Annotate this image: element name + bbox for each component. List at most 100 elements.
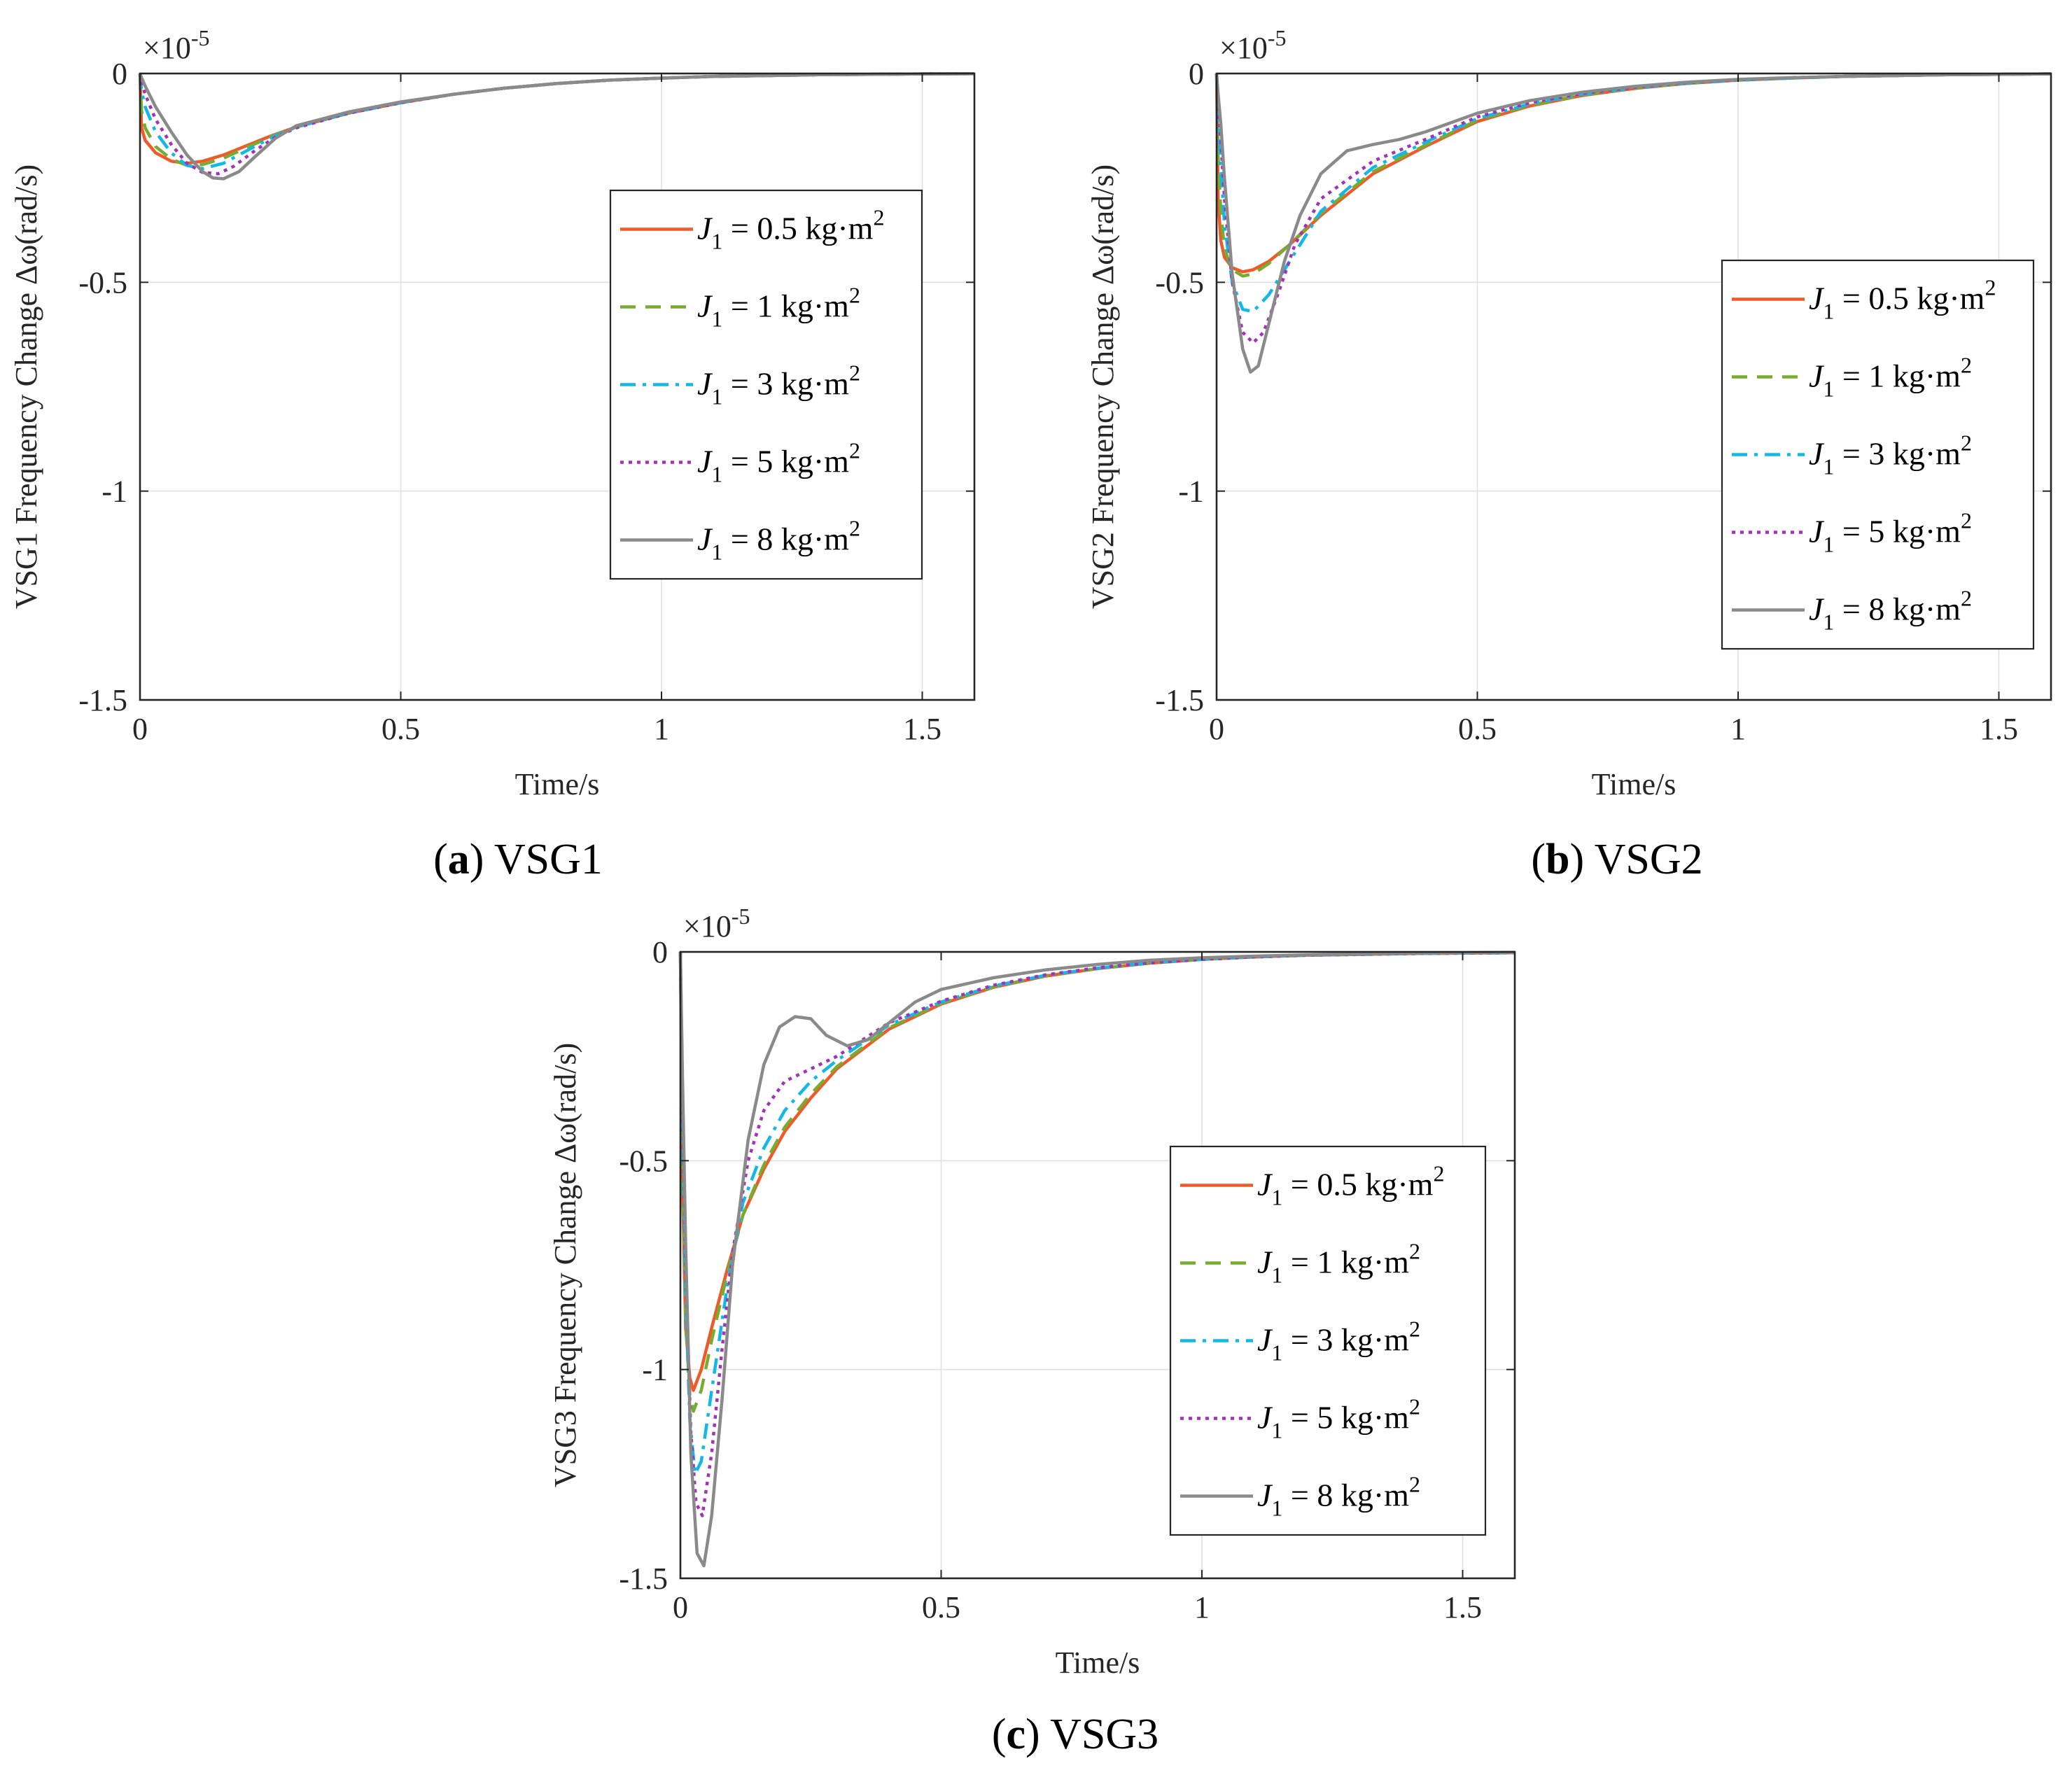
plot-frame [679,950,1516,1580]
exponent-base: ×10 [143,31,191,65]
series-line-j3 [138,72,975,171]
y-tick-label: -1 [1178,475,1204,509]
legend-superscript: 2 [849,438,860,463]
caption-vsg3: (c) VSG3 [992,1711,1158,1758]
legend-subscript: 1 [711,307,722,332]
exponent-base: ×10 [683,909,732,943]
legend-rest: = 1 kg·m [1834,358,1961,394]
legend-var: J [697,521,713,557]
legend-superscript: 2 [1433,1161,1444,1186]
x-tick-label: 0 [673,1590,688,1625]
legend-label-j4: J1 = 5 kg·m2 [1809,508,1972,557]
caption-vsg1: (a) VSG1 [433,836,603,883]
legend-subscript: 1 [711,229,722,254]
x-tick-label: 1 [654,712,669,746]
legend-rest: = 3 kg·m [722,366,849,402]
legend-label-j5: J1 = 8 kg·m2 [697,516,860,565]
legend-var: J [1257,1400,1273,1436]
y-tick-label: -0.5 [1155,265,1204,300]
legend-label-j3: J1 = 3 kg·m2 [697,360,860,409]
legend-superscript: 2 [849,283,860,308]
legend-superscript: 2 [1961,586,1972,611]
legend-superscript: 2 [849,516,860,541]
legend-subscript: 1 [1823,299,1834,324]
legend-var: J [697,288,713,324]
y-tick-label: -1 [642,1353,668,1387]
series-line-j4 [138,72,975,176]
legend-rest: = 0.5 kg·m [1282,1167,1433,1202]
x-tick-label: 0 [1209,712,1224,746]
x-tick-label: 0.5 [382,712,420,746]
legend-var: J [1257,1167,1273,1202]
legend-var: J [1809,281,1825,316]
legend-var: J [697,211,713,246]
legend-label-j3: J1 = 3 kg·m2 [1809,430,1972,479]
legend-subscript: 1 [711,384,722,409]
series-line-j4 [1214,72,2052,345]
legend-rest: = 0.5 kg·m [722,211,873,246]
y-tick-label: 0 [112,57,127,91]
y-exponent-label: ×10-5 [1219,25,1286,65]
legend-label-j4: J1 = 5 kg·m2 [697,438,860,487]
series-line-j1 [1214,72,2052,274]
legend-subscript: 1 [1271,1263,1282,1288]
legend-label-j5: J1 = 8 kg·m2 [1809,586,1972,635]
legend-rest: = 8 kg·m [1282,1478,1409,1513]
series-line-j5 [678,950,1516,1568]
legend-superscript: 2 [1409,1239,1420,1264]
series-line-j5 [138,72,975,181]
exponent-power: -5 [1268,25,1287,50]
legend-var: J [1257,1478,1273,1513]
exponent-base: ×10 [1219,31,1268,65]
y-tick-label: -0.5 [78,265,127,300]
legend-var: J [1257,1322,1273,1358]
x-axis-label: Time/s [515,767,600,801]
y-axis-label: VSG2 Frequency Change Δω(rad/s) [1086,164,1120,609]
legend-var: J [697,444,713,479]
x-tick-label: 0 [132,712,148,746]
y-axis-label: VSG3 Frequency Change Δω(rad/s) [548,1043,582,1487]
y-tick-label: 0 [1189,57,1204,91]
x-tick-label: 1 [1194,1590,1210,1625]
legend-var: J [1809,436,1825,472]
legend-rest: = 3 kg·m [1282,1322,1409,1358]
legend-rest: = 5 kg·m [722,444,849,479]
x-tick-label: 1.5 [903,712,941,746]
legend-label-j3: J1 = 3 kg·m2 [1257,1317,1420,1366]
legend-rest: = 5 kg·m [1834,514,1961,549]
legend-superscript: 2 [1961,508,1972,533]
legend-rest: = 1 kg·m [722,288,849,324]
y-exponent-label: ×10-5 [683,904,750,943]
y-tick-label: -1.5 [1155,683,1204,717]
legend-subscript: 1 [1823,377,1834,402]
legend-rest: = 1 kg·m [1282,1244,1409,1280]
legend-rest: = 3 kg·m [1834,436,1961,472]
x-tick-label: 1 [1730,712,1746,746]
legend-var: J [1809,591,1825,627]
legend-superscript: 2 [1961,353,1972,378]
exponent-power: -5 [191,25,210,50]
caption-vsg2: (b) VSG2 [1531,836,1702,883]
legend-subscript: 1 [1271,1496,1282,1521]
x-axis-label: Time/s [1592,767,1676,801]
legend-subscript: 1 [711,540,722,565]
series-line-j2 [1214,72,2052,278]
series-line-j1 [138,72,975,165]
y-tick-label: 0 [652,935,668,969]
x-axis-label: Time/s [1056,1646,1140,1680]
legend-rest: = 8 kg·m [1834,591,1961,627]
legend-subscript: 1 [1271,1340,1282,1366]
legend-superscript: 2 [1984,275,1996,300]
y-exponent-label: ×10-5 [143,25,209,65]
y-tick-label: -0.5 [619,1144,668,1178]
legend-superscript: 2 [1409,1317,1420,1342]
x-tick-label: 1.5 [1443,1590,1482,1625]
series-line-j5 [1214,72,2052,374]
legend-label-j4: J1 = 5 kg·m2 [1257,1394,1420,1443]
legend-superscript: 2 [1961,430,1972,456]
legend-rest: = 0.5 kg·m [1834,281,1984,316]
y-tick-label: -1.5 [78,683,127,717]
panel-vsg3: 0 0.5 1 1.5 0 -0.5 -1 -1.5 ×10-5 Time/s VSG3 Frequ… [548,904,1516,1680]
legend-rest: = 5 kg·m [1282,1400,1409,1436]
y-axis-label: VSG1 Frequency Change Δω(rad/s) [9,164,43,609]
